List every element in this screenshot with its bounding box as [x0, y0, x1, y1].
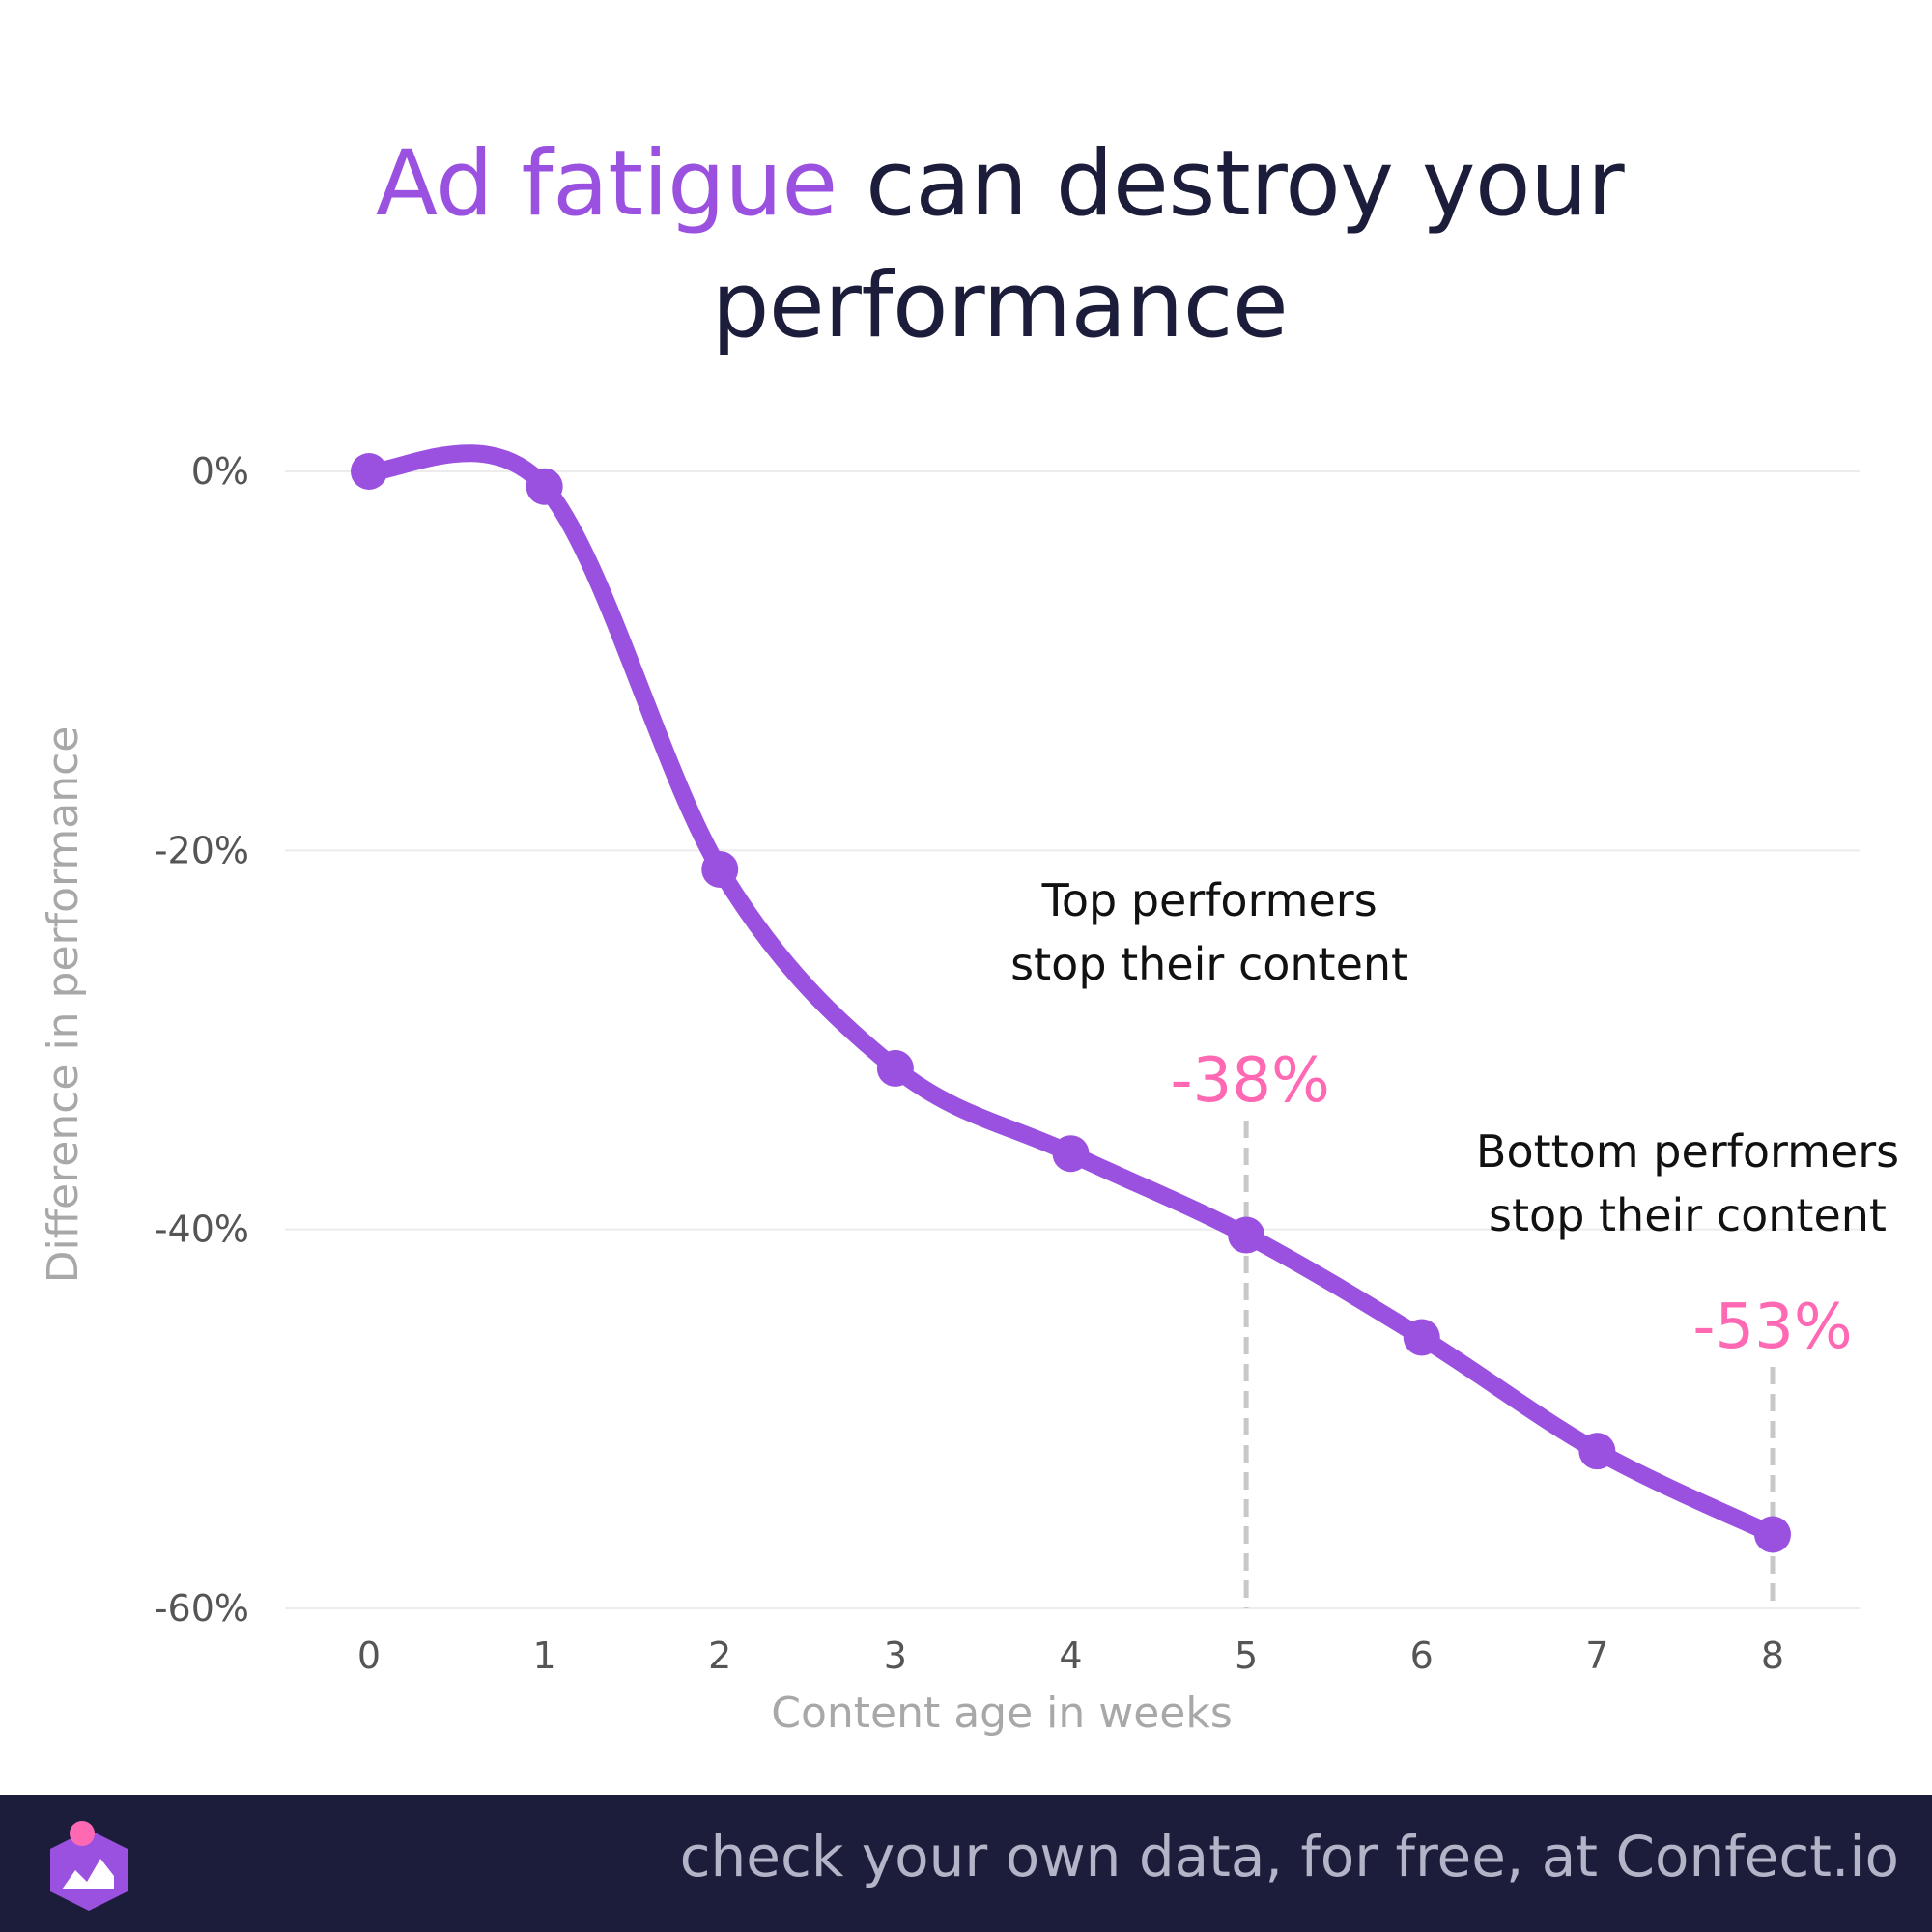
data-point [1228, 1216, 1265, 1254]
x-tick-label: 1 [533, 1634, 556, 1677]
annotation-value: -38% [1170, 1045, 1329, 1117]
y-tick-label: -20% [155, 829, 249, 871]
x-tick-label: 0 [357, 1634, 381, 1677]
x-tick-label: 6 [1410, 1634, 1434, 1677]
data-point [701, 850, 739, 888]
chart-title: Ad fatigue can destroy your performance [0, 124, 1932, 367]
data-point [526, 468, 563, 505]
title-highlight: Ad fatigue [375, 131, 838, 237]
y-tick-label: 0% [191, 450, 249, 493]
line-chart: 0% -20% -40% -60% 0 1 2 3 4 5 6 7 8 Top performers s… [39, 444, 1899, 1738]
annotation-label: Bottom performers [1476, 1125, 1899, 1178]
title-line2: performance [711, 253, 1289, 358]
x-tick-label: 4 [1059, 1634, 1082, 1677]
y-tick-label: -40% [155, 1208, 249, 1251]
annotations: Top performers stop their content -38% Bott… [1010, 874, 1899, 1363]
footer-text: check your own data, for free, at Confec… [679, 1824, 1899, 1889]
confect-logo-icon [50, 1821, 128, 1911]
data-point [1403, 1319, 1440, 1356]
data-points [351, 453, 1791, 1553]
data-point [1754, 1516, 1791, 1553]
x-tick-label: 3 [884, 1634, 907, 1677]
grid-lines [285, 470, 1860, 1609]
y-axis-title: Difference in performance [39, 726, 88, 1284]
data-point [1052, 1135, 1090, 1173]
footer-bar: check your own data, for free, at Confec… [0, 1795, 1932, 1932]
annotation-label: Top performers [1041, 874, 1378, 926]
x-tick-labels: 0 1 2 3 4 5 6 7 8 [357, 1634, 1784, 1677]
x-tick-label: 2 [708, 1634, 731, 1677]
annotation-value: -53% [1692, 1292, 1852, 1363]
data-point [351, 453, 387, 490]
annotation-drop-lines [1243, 1121, 1776, 1608]
x-tick-label: 5 [1235, 1634, 1258, 1677]
series-line [360, 444, 1781, 1544]
x-axis-title: Content age in weeks [771, 1689, 1233, 1738]
title-rest: can destroy your [837, 131, 1625, 237]
x-tick-label: 7 [1585, 1634, 1608, 1677]
data-point [1578, 1433, 1616, 1470]
data-point [876, 1049, 914, 1087]
y-tick-label: -60% [155, 1587, 249, 1630]
y-tick-labels: 0% -20% -40% -60% [155, 450, 249, 1630]
x-tick-label: 8 [1761, 1634, 1784, 1677]
annotation-label: stop their content [1489, 1189, 1887, 1241]
annotation-label: stop their content [1010, 938, 1408, 990]
